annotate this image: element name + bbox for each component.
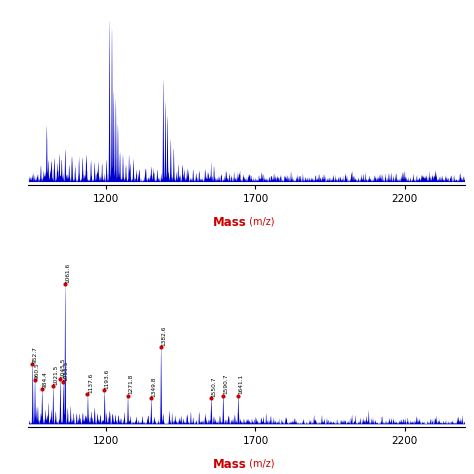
Text: 960.5: 960.5 xyxy=(35,363,40,379)
Text: 1271.8: 1271.8 xyxy=(128,374,133,394)
Text: 1193.6: 1193.6 xyxy=(105,369,109,389)
Text: Mass: Mass xyxy=(213,216,246,229)
Text: 1382.6: 1382.6 xyxy=(161,326,166,346)
Text: Mass: Mass xyxy=(213,458,246,471)
Text: 1021.5: 1021.5 xyxy=(53,365,58,385)
Text: 1045.5: 1045.5 xyxy=(60,357,65,378)
Text: 1137.6: 1137.6 xyxy=(88,373,93,393)
Text: 1550.7: 1550.7 xyxy=(211,377,216,397)
Text: 1055.5: 1055.5 xyxy=(64,360,68,381)
Text: 1590.7: 1590.7 xyxy=(223,374,228,394)
Text: (m/z): (m/z) xyxy=(246,216,275,226)
Text: 1641.1: 1641.1 xyxy=(238,374,243,394)
Text: 1349.8: 1349.8 xyxy=(151,377,156,397)
Text: 1061.6: 1061.6 xyxy=(65,263,70,283)
Text: 984.4: 984.4 xyxy=(42,371,47,388)
Text: (m/z): (m/z) xyxy=(246,458,275,468)
Text: 952.7: 952.7 xyxy=(33,346,37,363)
